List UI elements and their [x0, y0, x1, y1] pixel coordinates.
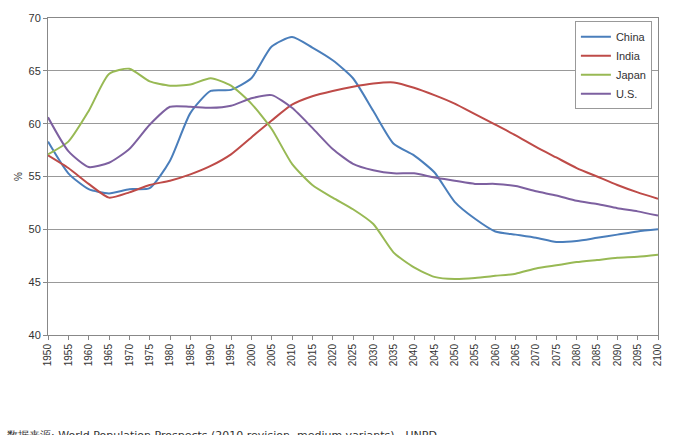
svg-text:1980: 1980 — [164, 344, 175, 367]
svg-text:2005: 2005 — [266, 344, 277, 367]
svg-text:2010: 2010 — [286, 344, 297, 367]
svg-text:1970: 1970 — [124, 344, 135, 367]
svg-text:2030: 2030 — [368, 344, 379, 367]
svg-text:2025: 2025 — [347, 344, 358, 367]
svg-text:2015: 2015 — [307, 344, 318, 367]
svg-text:2075: 2075 — [551, 344, 562, 367]
svg-text:Japan: Japan — [616, 69, 646, 81]
svg-text:1985: 1985 — [185, 344, 196, 367]
svg-text:1975: 1975 — [144, 344, 155, 367]
svg-text:1950: 1950 — [42, 344, 53, 367]
svg-text:2095: 2095 — [632, 344, 643, 367]
svg-text:2070: 2070 — [530, 344, 541, 367]
svg-text:40: 40 — [29, 329, 41, 341]
svg-text:2000: 2000 — [246, 344, 257, 367]
svg-text:55: 55 — [29, 170, 41, 182]
svg-text:45: 45 — [29, 276, 41, 288]
svg-text:1955: 1955 — [63, 344, 74, 367]
svg-text:2020: 2020 — [327, 344, 338, 367]
svg-text:2050: 2050 — [449, 344, 460, 367]
svg-text:数据来源: World Population Prospec: 数据来源: World Population Prospects (2010 r… — [7, 429, 437, 435]
svg-text:India: India — [616, 50, 641, 62]
svg-text:1960: 1960 — [83, 344, 94, 367]
svg-text:2100: 2100 — [652, 344, 663, 367]
svg-text:2035: 2035 — [388, 344, 399, 367]
svg-text:%: % — [13, 172, 24, 181]
svg-text:U.S.: U.S. — [616, 88, 637, 100]
svg-text:1990: 1990 — [205, 344, 216, 367]
svg-text:60: 60 — [29, 118, 41, 130]
svg-text:2085: 2085 — [591, 344, 602, 367]
svg-text:2065: 2065 — [510, 344, 521, 367]
svg-text:2090: 2090 — [612, 344, 623, 367]
svg-text:China: China — [616, 31, 646, 43]
svg-text:2045: 2045 — [429, 344, 440, 367]
svg-text:1965: 1965 — [103, 344, 114, 367]
svg-text:2080: 2080 — [571, 344, 582, 367]
svg-text:70: 70 — [29, 12, 41, 24]
svg-text:2055: 2055 — [469, 344, 480, 367]
svg-text:50: 50 — [29, 223, 41, 235]
svg-text:2040: 2040 — [408, 344, 419, 367]
svg-text:65: 65 — [29, 65, 41, 77]
svg-text:1995: 1995 — [225, 344, 236, 367]
svg-text:2060: 2060 — [490, 344, 501, 367]
